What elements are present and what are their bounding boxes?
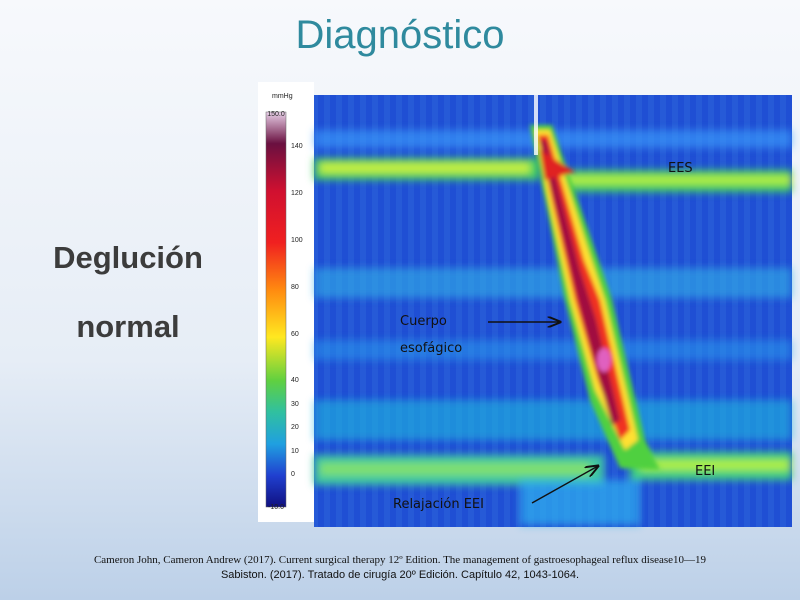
pressure-bands: [314, 130, 792, 525]
side-text: normal: [76, 309, 179, 344]
label-relaxation: Relajación EEI: [393, 497, 484, 512]
title: Diagnóstico: [295, 13, 504, 57]
label-body: esofágico: [400, 341, 462, 356]
swallow-marker: [534, 95, 538, 155]
colorbar-tick-label: 10: [291, 448, 299, 455]
colorbar-tick-label: 100: [291, 237, 303, 244]
colorbar-tick-label: 150.0: [267, 111, 285, 118]
colorbar-tick-label: 40: [291, 377, 299, 384]
colorbar-tick-label: 20: [291, 424, 299, 431]
side-text: Deglución: [53, 240, 203, 275]
colorbar-tick-label: 120: [291, 190, 303, 197]
colorbar-tick-label: 80: [291, 284, 299, 291]
colorbar-scale: [265, 111, 287, 508]
label-eei: EEI: [695, 464, 715, 479]
colorbar-tick-label: -10.0: [268, 504, 284, 511]
reference: Cameron John, Cameron Andrew (2017). Cur…: [94, 554, 707, 566]
colorbar-tick-label: 60: [291, 331, 299, 338]
colorbar-tick-label: 0: [291, 471, 295, 478]
manometry-plot: EES Cuerpo esofágico EEI Relajación EEI: [314, 95, 792, 527]
label-body: Cuerpo: [400, 314, 447, 329]
arrow: [531, 466, 598, 504]
peristaltic-wave: [530, 125, 660, 470]
reference: Sabiston. (2017). Tratado de cirugía 20º…: [221, 569, 579, 581]
colorbar-tick-label: 140: [291, 143, 303, 150]
colorbar-unit: mmHg: [272, 93, 293, 100]
label-ees: EES: [668, 161, 693, 176]
colorbar-tick-label: 30: [291, 401, 299, 408]
